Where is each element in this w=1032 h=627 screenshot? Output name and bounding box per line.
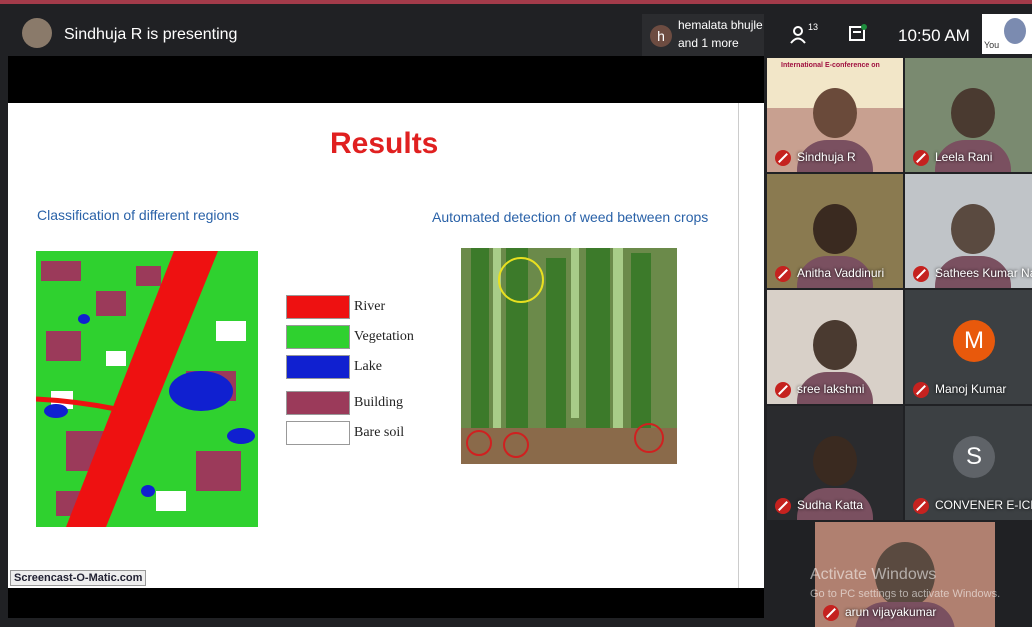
self-view[interactable]: You — [982, 14, 1032, 54]
participant-name: arun vijayakumar — [845, 605, 936, 619]
legend-label: Building — [354, 395, 403, 411]
clock: 10:50 AM — [898, 26, 970, 46]
presenting-label: Sindhuja R is presenting — [64, 26, 237, 44]
mic-off-icon — [913, 150, 929, 166]
legend-swatch — [286, 355, 350, 379]
participant-avatar: M — [953, 320, 995, 362]
participant-tile: sree lakshmi — [767, 290, 903, 404]
participant-name: Anitha Vaddinuri — [797, 266, 884, 280]
slide-bottom-bar — [8, 588, 764, 618]
crop-photo — [461, 248, 677, 464]
legend-swatch — [286, 295, 350, 319]
participant-name: CONVENER E-ICEC... — [935, 498, 1032, 512]
participant-name: sree lakshmi — [797, 382, 864, 396]
participant-face — [813, 204, 857, 254]
participant-name: Manoj Kumar — [935, 382, 1006, 396]
participant-name: Sindhuja R — [797, 150, 856, 164]
mic-off-icon — [775, 266, 791, 282]
mic-off-icon — [823, 605, 839, 621]
legend-swatch — [286, 391, 350, 415]
speaker-more: and 1 more — [678, 36, 739, 50]
legend-label: Lake — [354, 359, 382, 375]
activation-title: Activate Windows — [810, 566, 936, 584]
conference-banner: International E-conference on — [781, 62, 880, 69]
mic-off-icon — [775, 498, 791, 514]
slide-top-bar — [8, 56, 764, 103]
participant-name: Sathees Kumar Nat... — [935, 266, 1032, 280]
presenter-avatar — [22, 18, 52, 48]
mic-off-icon — [775, 382, 791, 398]
left-caption: Classification of different regions — [37, 207, 239, 223]
mic-off-icon — [913, 266, 929, 282]
legend-label: Vegetation — [354, 329, 414, 345]
participant-tile: S CONVENER E-ICEC... — [905, 406, 1032, 520]
meet-window: Sindhuja R is presenting h hemalata bhuj… — [0, 0, 1032, 627]
slide-edge — [738, 103, 739, 588]
watermark: Screencast-O-Matic.com — [10, 570, 146, 586]
participant-tile: Sathees Kumar Nat... — [905, 174, 1032, 288]
participant-name: Sudha Katta — [797, 498, 863, 512]
participant-tile: Leela Rani — [905, 58, 1032, 172]
classification-map — [36, 251, 258, 527]
participant-tile: M Manoj Kumar — [905, 290, 1032, 404]
participant-tile: International E-conference on Sindhuja R — [767, 58, 903, 172]
legend-swatch — [286, 421, 350, 445]
participant-name: Leela Rani — [935, 150, 992, 164]
participant-face — [813, 436, 857, 486]
top-strip — [0, 0, 1032, 4]
activation-subtitle: Go to PC settings to activate Windows. — [810, 588, 1000, 600]
slide-title: Results — [330, 127, 438, 161]
slide: Results Classification of different regi… — [8, 103, 764, 588]
self-label: You — [984, 40, 999, 50]
participant-face — [951, 88, 995, 138]
participant-count: 13 — [808, 22, 818, 32]
participant-avatar: S — [953, 436, 995, 478]
legend-swatch — [286, 325, 350, 349]
speaker-name: hemalata bhujle — [678, 18, 763, 32]
participant-face — [951, 204, 995, 254]
speaker-initial: h — [650, 25, 672, 47]
mic-off-icon — [913, 498, 929, 514]
legend-label: Bare soil — [354, 425, 404, 441]
speaker-chip: h hemalata bhujle and 1 more — [642, 14, 764, 56]
legend-label: River — [354, 299, 385, 315]
mic-off-icon — [913, 382, 929, 398]
chat-icon[interactable] — [848, 24, 868, 44]
self-face — [1004, 18, 1026, 44]
participant-face — [813, 320, 857, 370]
participant-face — [813, 88, 857, 138]
participant-tile: Anitha Vaddinuri — [767, 174, 903, 288]
mic-off-icon — [775, 150, 791, 166]
participant-tile: Sudha Katta — [767, 406, 903, 520]
right-caption: Automated detection of weed between crop… — [432, 209, 708, 225]
